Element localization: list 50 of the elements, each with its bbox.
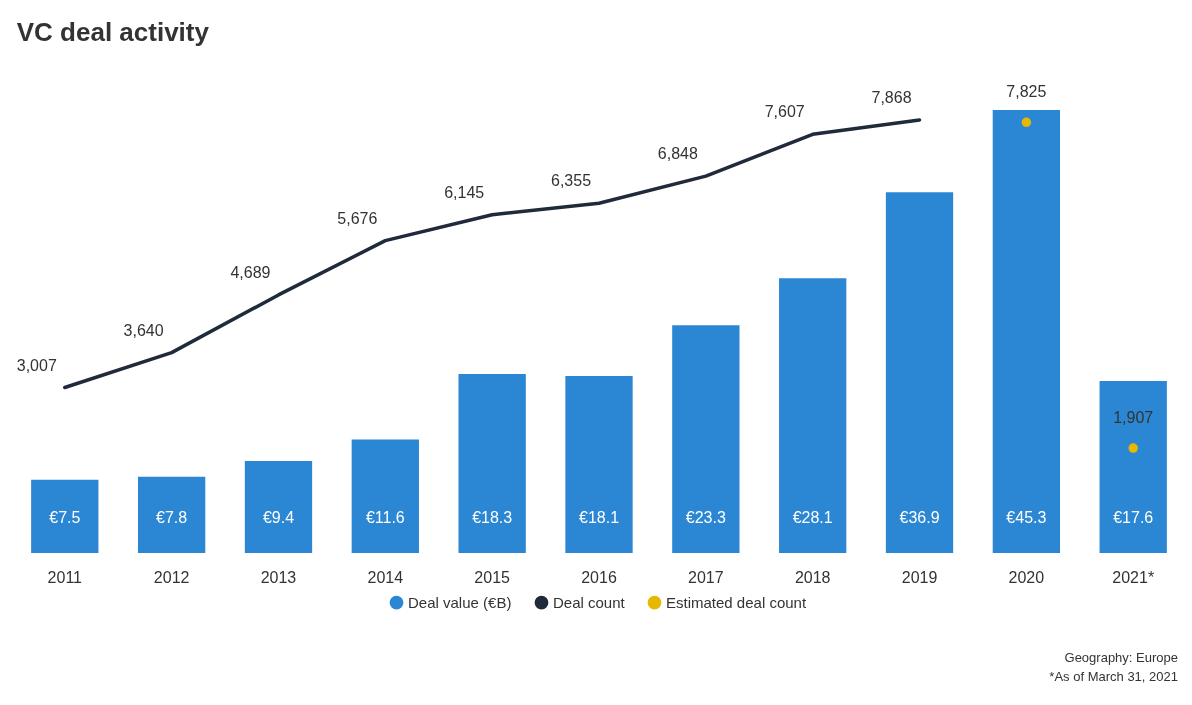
x-tick-label: 2019 <box>901 568 938 586</box>
bar <box>885 192 954 553</box>
legend-label: Deal value (€B) <box>408 593 512 611</box>
data-label: €18.3 <box>472 509 513 526</box>
legend-label: Deal count <box>553 593 626 611</box>
data-label: 3,640 <box>123 321 164 339</box>
x-tick-label: 2015 <box>474 568 511 586</box>
x-tick-label: 2021* <box>1112 568 1155 586</box>
bar <box>137 476 206 553</box>
chart-title: VC deal activity <box>16 17 210 47</box>
bar <box>565 376 633 553</box>
data-label: 6,145 <box>444 183 485 201</box>
bar <box>458 374 526 553</box>
data-label: €17.6 <box>1113 509 1154 526</box>
x-tick-label: 2011 <box>47 568 83 586</box>
data-label: €28.1 <box>792 509 833 526</box>
bar <box>351 439 419 553</box>
bar <box>244 461 313 553</box>
data-label: €7.5 <box>49 509 81 526</box>
data-label: 7,607 <box>764 103 805 121</box>
data-label: €36.9 <box>899 509 940 526</box>
x-tick-label: 2012 <box>153 568 190 586</box>
data-label: 7,868 <box>871 88 912 106</box>
bar <box>31 479 99 553</box>
data-label: 6,848 <box>657 145 698 163</box>
data-label: 5,676 <box>337 209 378 227</box>
data-label: €7.8 <box>156 509 188 526</box>
bar <box>672 325 740 553</box>
data-label: 6,355 <box>550 172 592 190</box>
data-label: €45.3 <box>1006 509 1047 526</box>
data-label: €18.1 <box>578 509 620 526</box>
text: *As of March 31, 2021 <box>1049 668 1178 686</box>
data-label: 4,689 <box>230 263 271 281</box>
x-tick-label: 2014 <box>367 568 404 586</box>
text: Geography: Europe <box>1063 649 1178 667</box>
bar <box>779 278 847 553</box>
x-tick-label: 2018 <box>794 568 831 586</box>
data-label: 3,007 <box>16 356 57 374</box>
bar <box>992 110 1061 553</box>
data-label: 1,907 <box>1113 409 1154 427</box>
x-tick-label: 2013 <box>260 568 297 586</box>
data-label: 7,825 <box>1006 83 1047 101</box>
data-label: €11.6 <box>365 509 405 526</box>
x-tick-label: 2017 <box>688 568 724 586</box>
x-tick-label: 2016 <box>581 568 617 586</box>
legend-label: Estimated deal count <box>666 593 807 611</box>
data-label: €9.4 <box>262 509 295 526</box>
data-label: €23.3 <box>685 509 726 526</box>
bar <box>1099 380 1167 553</box>
x-tick-label: 2020 <box>1008 568 1045 586</box>
